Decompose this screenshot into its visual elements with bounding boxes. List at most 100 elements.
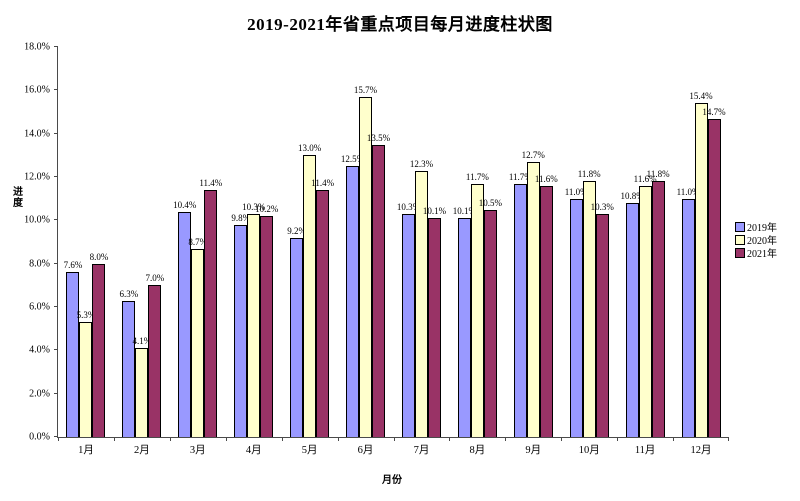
bar-value-label: 11.0%	[676, 186, 700, 197]
bar-value-label: 10.5%	[478, 197, 502, 208]
bar-2020年-1月	[79, 322, 93, 437]
x-tick-mark	[449, 437, 451, 441]
plot-area: 0.0% 2.0% 4.0% 6.0% 8.0% 10.0% 12.0% 14.0% 16.0%…	[24, 42, 729, 457]
bar-group-1月: 7.6% 5.3% 8.0% 1月	[58, 47, 114, 456]
bar-value-label: 13.0%	[297, 143, 322, 154]
x-category-label: 9月	[525, 445, 542, 456]
bar-value-label: 11.4%	[199, 178, 223, 188]
bar-value-label: 11.0%	[564, 186, 588, 197]
bar-2021年-7月	[427, 218, 441, 437]
bar-value-label: 6.3%	[119, 288, 139, 299]
bar-2021年-6月	[372, 144, 386, 437]
bar-2019年-2月	[122, 300, 136, 437]
bar-2019年-9月	[513, 183, 527, 437]
legend-label: 2019年	[747, 223, 777, 234]
x-tick-mark	[728, 437, 729, 441]
x-category-label: 7月	[413, 445, 430, 456]
bar-2020年-12月	[694, 103, 708, 437]
bar-value-label: 10.3%	[242, 201, 266, 212]
bar-group-5月: 9.2% 13.0% 11.4% 5月	[282, 47, 338, 456]
x-category-label: 1月	[78, 445, 94, 456]
bar-2019年-6月	[346, 166, 360, 437]
x-tick-mark	[505, 437, 507, 441]
bar-2020年-2月	[135, 348, 149, 437]
bar-group-8月: 10.1% 11.7% 10.5% 8月	[449, 47, 505, 457]
bar-2021年-10月	[595, 213, 609, 437]
x-category-label: 12月	[690, 445, 712, 456]
bar-value-label: 15.7%	[353, 84, 378, 95]
legend: 2019年 2020年 2021年	[735, 220, 777, 260]
bar-value-label: 10.3%	[590, 201, 614, 212]
legend-label: 2020年	[747, 236, 777, 247]
bar-2021年-3月	[204, 190, 218, 437]
y-tick-label: 6.0%	[29, 301, 50, 313]
bar-value-label: 13.5%	[366, 132, 391, 143]
bar-group-11月: 10.8% 11.6% 11.8% 11月	[617, 47, 673, 456]
x-category-label: 6月	[357, 445, 374, 456]
bar-value-label: 10.8%	[620, 191, 644, 201]
y-tick-mark	[54, 176, 58, 177]
bar-group-9月: 11.7% 12.7% 11.6% 9月	[505, 47, 561, 456]
bar-2020年-4月	[247, 213, 261, 437]
x-category-label: 4月	[245, 445, 262, 456]
bar-value-label: 7.6%	[63, 260, 83, 271]
y-axis-title: 进度	[13, 187, 23, 209]
y-tick-mark	[54, 132, 58, 134]
bar-2021年-4月	[260, 216, 274, 437]
bar-value-label: 14.7%	[702, 106, 726, 117]
bar-value-label: 5.3%	[76, 310, 96, 321]
chart-title: 2019-2021年省重点项目每月进度柱状图	[247, 15, 553, 34]
x-tick-mark	[393, 437, 395, 441]
legend-item-2021年: 2021年	[735, 246, 777, 260]
bar-2020年-10月	[582, 181, 596, 437]
bar-2020年-8月	[470, 183, 484, 437]
x-tick-mark	[169, 437, 171, 441]
x-tick-mark	[225, 437, 227, 441]
x-category-label: 5月	[301, 445, 318, 456]
bar-2019年-4月	[234, 224, 248, 437]
x-category-label: 2月	[134, 445, 150, 456]
y-tick-mark	[54, 46, 58, 47]
legend-item-2020年: 2020年	[735, 233, 777, 247]
bar-group-4月: 9.8% 10.3% 10.2% 4月	[226, 47, 282, 456]
bar-value-label: 8.0%	[89, 251, 109, 262]
y-tick-label: 14.0%	[24, 128, 50, 140]
bar-2021年-1月	[92, 263, 106, 437]
bar-2019年-12月	[681, 198, 695, 437]
y-tick-label: 12.0%	[24, 171, 50, 183]
bar-value-label: 11.6%	[633, 173, 657, 184]
bar-value-label: 11.4%	[311, 178, 335, 188]
y-tick-label: 0.0%	[29, 431, 50, 443]
x-category-label: 10月	[578, 445, 600, 456]
bar-value-label: 7.0%	[145, 273, 165, 284]
bar-value-label: 8.7%	[188, 236, 208, 247]
y-tick-mark	[54, 219, 58, 221]
bar-value-label: 10.3%	[396, 201, 421, 212]
y-tick-label: 10.0%	[24, 214, 50, 226]
x-category-label: 11月	[634, 445, 656, 456]
bar-group-6月: 12.5% 15.7% 13.5% 6月	[338, 47, 394, 456]
bar-value-label: 10.1%	[452, 206, 476, 217]
bar-2020年-9月	[526, 161, 540, 437]
bar-value-label: 11.8%	[577, 169, 601, 180]
bar-2020年-5月	[303, 155, 317, 437]
bar-value-label: 12.5%	[340, 154, 365, 165]
legend-label: 2021年	[747, 249, 777, 260]
y-tick-mark	[54, 262, 58, 264]
bar-2019年-7月	[401, 213, 415, 437]
legend-item-2019年: 2019年	[735, 220, 777, 234]
bar-2019年-8月	[457, 218, 471, 437]
x-tick-mark	[58, 437, 59, 441]
legend-swatch	[735, 234, 745, 245]
bar-value-label: 11.7%	[508, 171, 532, 182]
bar-value-label: 10.4%	[173, 199, 197, 210]
bar-2021年-11月	[651, 181, 665, 437]
bar-value-label: 11.7%	[465, 171, 489, 182]
bar-2021年-8月	[483, 209, 497, 437]
legend-swatch	[735, 221, 745, 232]
bar-2020年-7月	[414, 170, 428, 437]
legend-swatch	[735, 247, 745, 258]
bar-group-3月: 10.4% 8.7% 11.4% 3月	[170, 47, 226, 456]
bar-value-label: 9.2%	[287, 225, 306, 236]
y-tick-label: 2.0%	[29, 388, 50, 400]
